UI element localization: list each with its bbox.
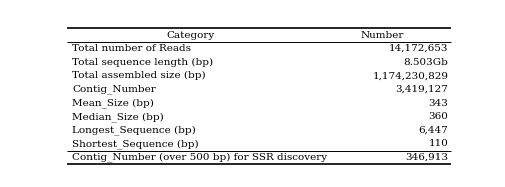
Text: 14,172,653: 14,172,653	[388, 44, 447, 53]
Text: Contig_Number: Contig_Number	[72, 85, 156, 94]
Text: Total assembled size (bp): Total assembled size (bp)	[72, 71, 205, 80]
Text: Number: Number	[360, 30, 403, 39]
Text: 346,913: 346,913	[405, 153, 447, 162]
Text: 3,419,127: 3,419,127	[395, 85, 447, 94]
Text: Shortest_Sequence (bp): Shortest_Sequence (bp)	[72, 139, 198, 149]
Text: Contig_Number (over 500 bp) for SSR discovery: Contig_Number (over 500 bp) for SSR disc…	[72, 153, 326, 163]
Text: 1,174,230,829: 1,174,230,829	[372, 71, 447, 80]
Text: 110: 110	[428, 140, 447, 148]
Text: Category: Category	[166, 30, 214, 39]
Text: Longest_Sequence (bp): Longest_Sequence (bp)	[72, 125, 195, 135]
Text: 360: 360	[428, 112, 447, 121]
Text: Mean_Size (bp): Mean_Size (bp)	[72, 98, 154, 108]
Text: 6,447: 6,447	[418, 126, 447, 135]
Text: Total sequence length (bp): Total sequence length (bp)	[72, 58, 213, 67]
Text: 343: 343	[428, 99, 447, 108]
Text: Median_Size (bp): Median_Size (bp)	[72, 112, 163, 122]
Text: 8.503Gb: 8.503Gb	[402, 58, 447, 67]
Text: Total number of Reads: Total number of Reads	[72, 44, 190, 53]
